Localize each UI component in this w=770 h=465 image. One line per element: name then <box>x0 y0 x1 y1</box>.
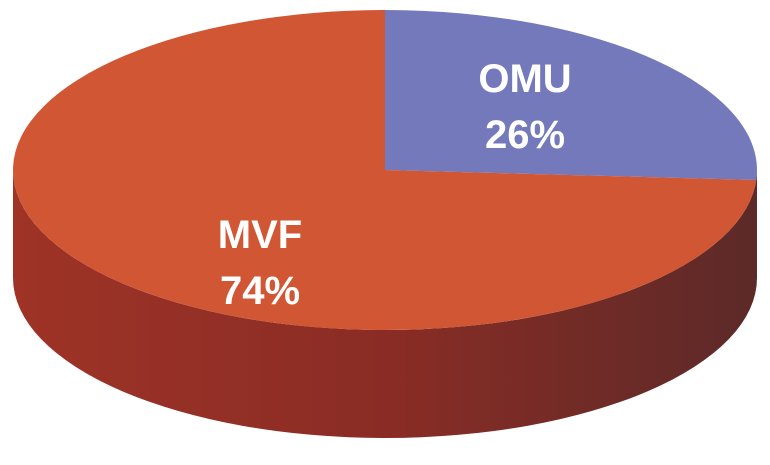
pie-slice-omu <box>385 10 757 181</box>
slice-label: MVF <box>218 213 302 257</box>
pie-side-wall <box>13 170 757 438</box>
slice-label: OMU <box>478 57 571 101</box>
pie-slices <box>12 10 757 330</box>
pie-slice-mvf <box>12 10 757 330</box>
slice-value-label: 26% <box>485 113 565 157</box>
slice-value-label: 74% <box>220 269 300 313</box>
pie-labels: OMU 26% MVF 74% <box>218 57 572 313</box>
